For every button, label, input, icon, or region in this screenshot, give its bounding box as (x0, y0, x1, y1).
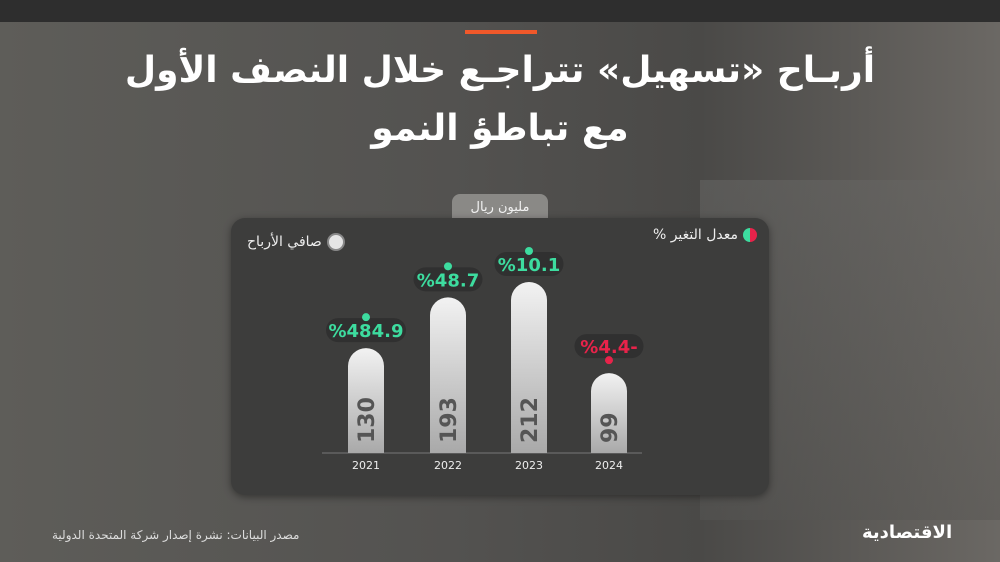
change-badge (494, 252, 564, 276)
title-line-2: مع تباطؤ النمو (371, 108, 629, 149)
accent-bar (465, 30, 537, 34)
up-marker-icon (362, 313, 370, 322)
bar-2022 (430, 297, 466, 453)
bar-2021 (348, 348, 384, 453)
unit-label: مليون ريال (452, 194, 548, 220)
change-badge (413, 267, 483, 292)
bar-2023 (511, 282, 547, 453)
bar-value-label: 130 (355, 397, 380, 443)
legend-net-profit: صافي الأرباح (247, 233, 345, 251)
legend-change-rate: معدل التغير % (653, 227, 757, 243)
x-tick-label: 2022 (434, 459, 462, 472)
bar-2024 (591, 373, 627, 453)
change-badge (574, 334, 644, 359)
change-rate-label: %4.4- (580, 337, 637, 358)
down-marker-icon (605, 356, 613, 365)
legend-label: صافي الأرباح (247, 234, 322, 250)
bar-value-label: 193 (437, 397, 462, 443)
change-badge (326, 318, 406, 343)
legend-label: معدل التغير % (652, 227, 738, 243)
change-rate-label: %10.1 (498, 255, 560, 276)
logo: الاقتصادية (862, 522, 953, 543)
title-line-1: أربـاح «تسهيل» تتراجـع خلال النصف الأول (124, 50, 876, 91)
up-marker-icon (525, 247, 533, 255)
bar-value-label: 212 (518, 397, 543, 443)
x-tick-label: 2023 (515, 459, 543, 472)
bar-value-label: 99 (598, 412, 623, 443)
change-rate-label: %48.7 (417, 270, 479, 291)
footer-source: مصدر البيانات: نشرة إصدار شركة المتحدة ا… (52, 528, 300, 542)
legend-dot-icon (743, 228, 757, 242)
x-tick-label: 2021 (352, 459, 380, 472)
up-marker-icon (444, 262, 452, 271)
top-band (0, 0, 1000, 22)
x-tick-label: 2024 (595, 459, 623, 472)
legend-dot-icon (326, 233, 345, 251)
change-rate-label: %484.9 (329, 321, 404, 342)
